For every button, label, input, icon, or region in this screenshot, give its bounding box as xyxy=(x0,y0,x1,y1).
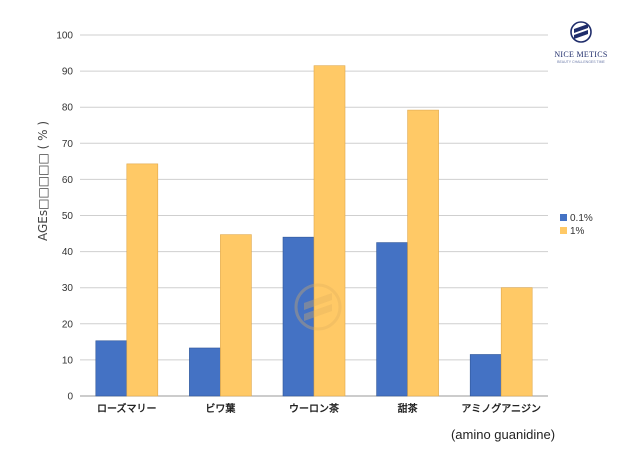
watermark-logo xyxy=(294,283,342,331)
category-note: (amino guanidine) xyxy=(451,427,555,442)
legend-label-0.1pct: 0.1% xyxy=(570,213,593,224)
bar-1pct-3 xyxy=(407,109,439,397)
legend: 0.1% 1% xyxy=(560,213,593,237)
legend-label-1pct: 1% xyxy=(570,226,585,237)
bars xyxy=(95,65,533,397)
y-tick-0: 0 xyxy=(67,392,73,403)
x-category-3: 甜茶 xyxy=(398,402,419,415)
x-category-0: ローズマリー xyxy=(97,402,157,415)
brand-tagline: BEAUTY CHALLENGES TIME xyxy=(557,60,605,64)
y-tick-30: 30 xyxy=(62,283,74,294)
bar-1pct-2 xyxy=(313,65,346,397)
x-category-labels: ローズマリー ビワ葉 ウーロン茶 甜茶 アミノグアニジン xyxy=(97,402,541,415)
x-category-2: ウーロン茶 xyxy=(289,402,340,415)
x-category-4: アミノグアニジン xyxy=(461,402,541,415)
legend-swatch-0.1pct xyxy=(560,214,567,221)
y-tick-100: 100 xyxy=(56,31,73,42)
y-tick-90: 90 xyxy=(62,67,74,78)
y-tick-20: 20 xyxy=(62,319,74,330)
y-tick-80: 80 xyxy=(62,103,74,114)
bar-0.1pct-4 xyxy=(469,354,502,397)
bar-1pct-1 xyxy=(220,234,252,397)
brand-logo-icon xyxy=(570,21,592,43)
y-tick-40: 40 xyxy=(62,247,74,258)
brand-logo: NICE METICS BEAUTY CHALLENGES TIME xyxy=(554,21,607,64)
y-tick-70: 70 xyxy=(62,139,74,150)
bar-0.1pct-3 xyxy=(376,242,408,397)
y-axis-label: AGEs□□□□□ ( % ) xyxy=(36,121,50,241)
bar-0.1pct-2 xyxy=(282,236,315,397)
y-tick-10: 10 xyxy=(62,355,74,366)
y-tick-50: 50 xyxy=(62,211,74,222)
y-tick-labels: 0 10 20 30 40 50 60 70 80 90 100 xyxy=(56,31,73,403)
bar-0.1pct-0 xyxy=(95,340,128,397)
legend-swatch-1pct xyxy=(560,227,567,234)
bar-1pct-0 xyxy=(126,163,159,397)
bar-1pct-4 xyxy=(500,287,533,397)
bar-0.1pct-1 xyxy=(189,347,221,397)
x-category-1: ビワ葉 xyxy=(205,402,236,415)
y-tick-60: 60 xyxy=(62,175,74,186)
brand-name: NICE METICS xyxy=(554,50,607,59)
